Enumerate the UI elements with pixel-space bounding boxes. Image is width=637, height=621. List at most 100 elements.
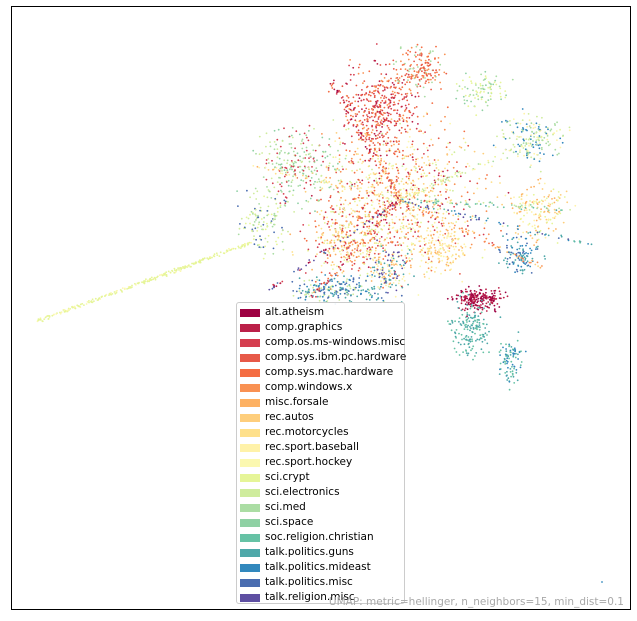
- scatter-point: [408, 175, 411, 178]
- scatter-point: [243, 245, 246, 247]
- scatter-point: [463, 243, 466, 246]
- scatter-point: [201, 258, 204, 261]
- scatter-point: [336, 239, 339, 241]
- scatter-point: [400, 254, 403, 257]
- scatter-point: [366, 247, 369, 250]
- scatter-point: [305, 174, 307, 177]
- scatter-point: [490, 290, 493, 292]
- scatter-point: [368, 136, 371, 139]
- scatter-point: [475, 114, 478, 117]
- scatter-point: [402, 53, 404, 56]
- scatter-point: [423, 153, 425, 155]
- scatter-point: [468, 76, 471, 78]
- scatter-point: [462, 208, 465, 211]
- scatter-point: [266, 186, 268, 188]
- scatter-point: [374, 235, 377, 238]
- scatter-point: [406, 203, 409, 206]
- scatter-point: [393, 264, 395, 266]
- scatter-point: [410, 181, 412, 184]
- scatter-point: [444, 251, 447, 254]
- scatter-point: [356, 216, 359, 218]
- scatter-point: [324, 211, 327, 214]
- scatter-point: [515, 268, 518, 271]
- scatter-point: [378, 276, 381, 279]
- scatter-point: [454, 171, 457, 174]
- scatter-point: [455, 298, 458, 300]
- scatter-point: [532, 200, 535, 203]
- scatter-point: [428, 242, 430, 244]
- scatter-point: [378, 199, 381, 202]
- scatter-point: [272, 285, 275, 288]
- scatter-point: [375, 43, 378, 45]
- scatter-point: [436, 251, 439, 253]
- scatter-point: [388, 79, 390, 82]
- scatter-point: [472, 304, 475, 307]
- scatter-point: [364, 245, 367, 247]
- scatter-point: [342, 288, 344, 291]
- scatter-point: [547, 219, 550, 222]
- scatter-point: [488, 242, 490, 245]
- scatter-point: [385, 244, 387, 247]
- scatter-point: [460, 245, 462, 248]
- scatter-point: [411, 114, 413, 117]
- scatter-point: [368, 151, 371, 154]
- scatter-point: [380, 285, 382, 288]
- scatter-point: [479, 84, 482, 87]
- scatter-point: [383, 97, 385, 99]
- scatter-point: [363, 207, 366, 210]
- scatter-point: [402, 163, 405, 166]
- scatter-point: [334, 219, 337, 221]
- scatter-point: [419, 128, 422, 131]
- scatter-point: [292, 189, 295, 192]
- scatter-point: [537, 225, 540, 228]
- scatter-point: [454, 335, 457, 338]
- legend-swatch: [240, 488, 260, 497]
- scatter-point: [290, 143, 292, 145]
- scatter-point: [440, 120, 442, 123]
- scatter-point: [350, 135, 353, 138]
- scatter-point: [275, 214, 278, 217]
- scatter-point: [373, 144, 376, 147]
- scatter-point: [426, 149, 429, 152]
- scatter-point: [323, 178, 326, 181]
- scatter-point: [374, 120, 377, 123]
- scatter-point: [295, 177, 298, 179]
- scatter-point: [437, 239, 440, 242]
- scatter-point: [317, 144, 320, 147]
- scatter-point: [437, 199, 440, 202]
- scatter-point: [553, 132, 556, 135]
- scatter-point: [431, 261, 433, 264]
- scatter-point: [544, 215, 547, 218]
- scatter-point: [388, 163, 390, 166]
- scatter-point: [313, 291, 315, 294]
- scatter-point: [372, 272, 375, 274]
- scatter-point: [447, 196, 450, 199]
- scatter-point: [399, 207, 402, 209]
- scatter-point: [386, 185, 389, 188]
- scatter-point: [493, 292, 496, 294]
- scatter-point: [428, 164, 431, 167]
- scatter-point: [422, 175, 424, 178]
- scatter-point: [538, 142, 541, 145]
- scatter-point: [83, 304, 85, 306]
- scatter-point: [315, 239, 317, 242]
- scatter-point: [428, 195, 431, 198]
- scatter-point: [339, 182, 341, 185]
- scatter-point: [446, 106, 449, 109]
- scatter-point: [376, 198, 379, 201]
- scatter-point: [446, 201, 449, 204]
- scatter-point: [327, 167, 330, 169]
- scatter-point: [349, 59, 351, 61]
- scatter-point: [542, 200, 544, 203]
- scatter-point: [401, 165, 404, 168]
- scatter-point: [409, 146, 412, 149]
- scatter-point: [386, 111, 389, 114]
- scatter-point: [305, 296, 307, 299]
- scatter-point: [545, 142, 548, 145]
- scatter-point: [382, 247, 384, 250]
- scatter-point: [388, 63, 391, 65]
- scatter-point: [335, 171, 338, 174]
- scatter-point: [317, 236, 320, 239]
- scatter-point: [483, 227, 486, 230]
- scatter-point: [506, 360, 509, 363]
